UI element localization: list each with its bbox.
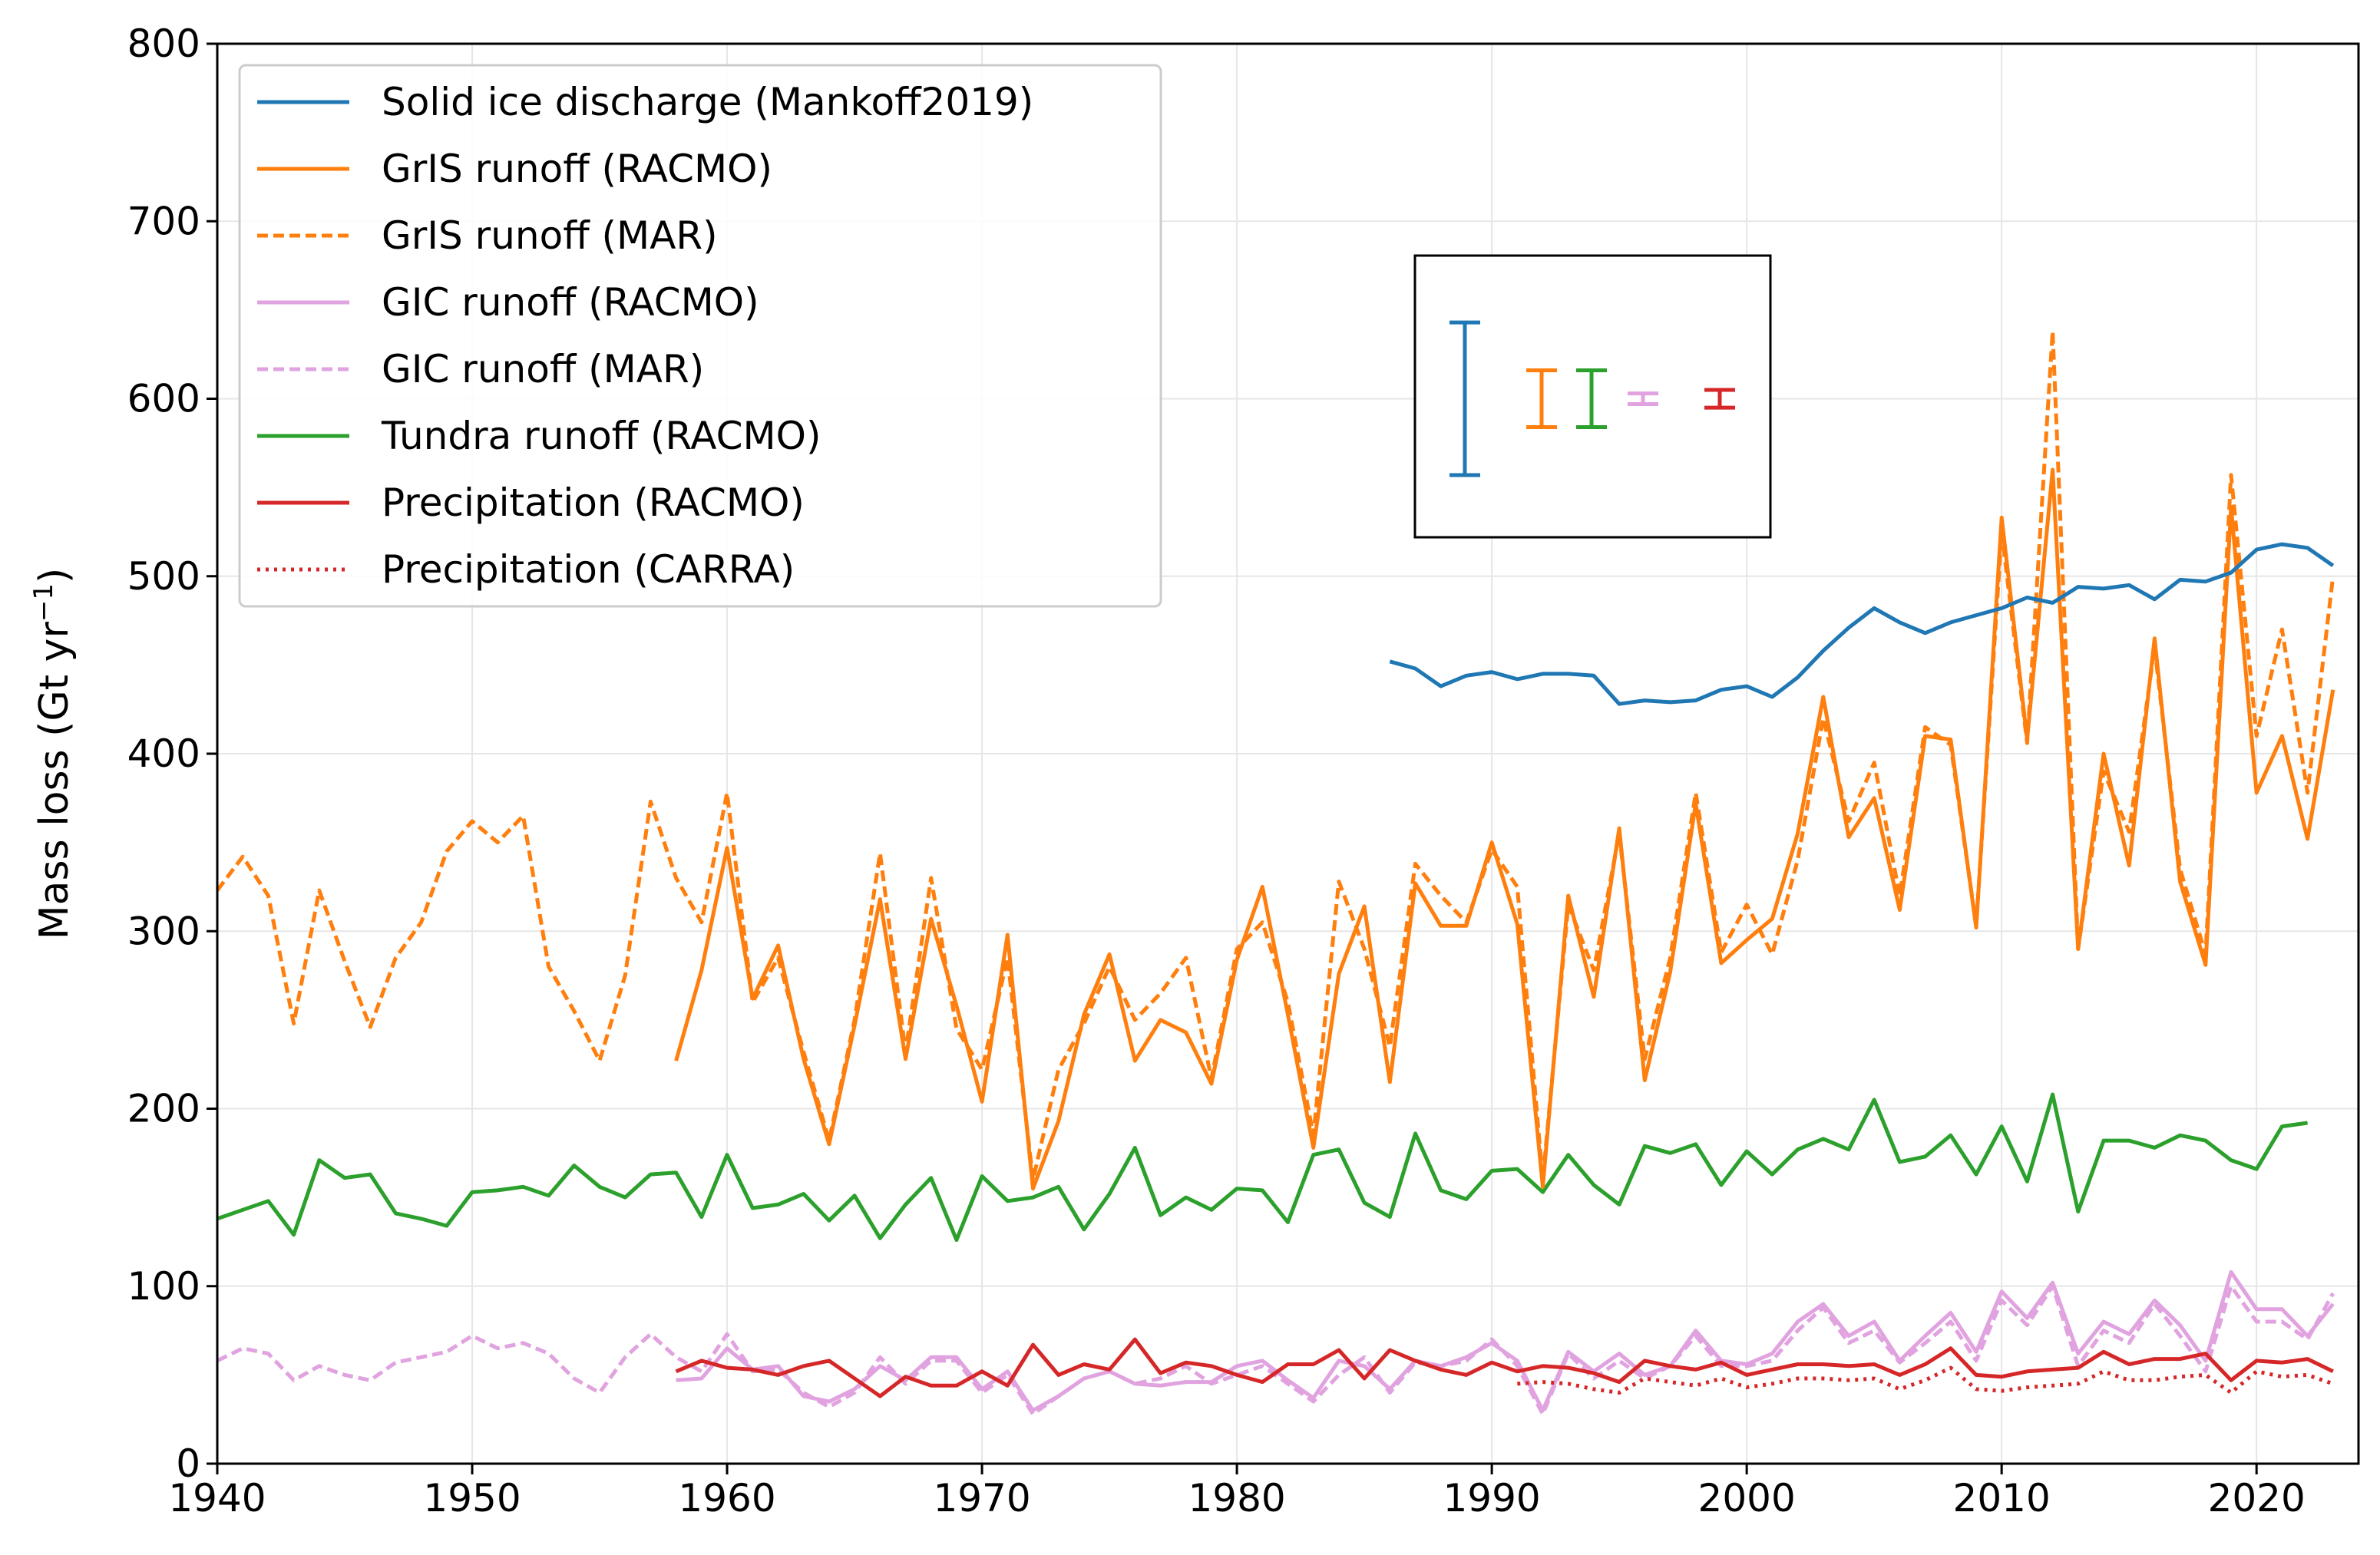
series-layer bbox=[216, 329, 2335, 1416]
y-tick-label: 600 bbox=[127, 377, 200, 421]
legend-label: Solid ice discharge (Mankoff2019) bbox=[382, 80, 1033, 124]
x-tick-label: 1990 bbox=[1443, 1476, 1540, 1520]
x-tick-label: 2020 bbox=[2208, 1476, 2306, 1520]
legend-label: GIC runoff (MAR) bbox=[382, 347, 704, 391]
legend: Solid ice discharge (Mankoff2019) GrIS ru… bbox=[238, 64, 1162, 608]
legend-label: Tundra runoff (RACMO) bbox=[381, 414, 821, 458]
legend-label: GIC runoff (RACMO) bbox=[382, 280, 759, 325]
x-tick-label: 1960 bbox=[678, 1476, 775, 1520]
y-axis-title: Mass loss (Gt yr−1) bbox=[28, 568, 78, 940]
x-tick-label: 1970 bbox=[933, 1476, 1030, 1520]
series-line-gris-runoff-mar bbox=[216, 329, 2335, 1182]
x-tick-label: 1940 bbox=[168, 1476, 266, 1520]
series-line-solid-ice-discharge-mankoff2019 bbox=[1389, 542, 2335, 706]
legend-label: Precipitation (CARRA) bbox=[382, 547, 795, 592]
series-line-gic-runoff-racmo bbox=[676, 1269, 2335, 1413]
x-tick-label: 2010 bbox=[1953, 1476, 2051, 1520]
axis-ticks: 1940 1950 1960 1970 1980 1990 2000 2010 2020 0 100… bbox=[127, 21, 2306, 1520]
y-tick-label: 500 bbox=[127, 554, 200, 599]
x-tick-label: 1950 bbox=[423, 1476, 521, 1520]
x-tick-label: 2000 bbox=[1698, 1476, 1796, 1520]
error-bar-inset bbox=[1413, 254, 1772, 539]
series-line-tundra-runoff-racmo bbox=[217, 1092, 2308, 1243]
series-line-gris-runoff-racmo bbox=[674, 467, 2335, 1191]
legend-label: GrIS runoff (MAR) bbox=[382, 213, 718, 258]
y-tick-label: 300 bbox=[127, 909, 200, 953]
y-tick-label: 0 bbox=[176, 1441, 200, 1486]
series-line-precipitation-racmo bbox=[675, 1337, 2334, 1398]
y-tick-label: 800 bbox=[127, 21, 200, 66]
y-tick-label: 400 bbox=[127, 731, 200, 776]
y-tick-label: 100 bbox=[127, 1264, 200, 1309]
legend-box bbox=[238, 64, 1162, 608]
x-tick-label: 1980 bbox=[1188, 1476, 1285, 1520]
y-tick-label: 700 bbox=[127, 199, 200, 243]
legend-label: Precipitation (RACMO) bbox=[382, 480, 805, 525]
y-tick-label: 200 bbox=[127, 1087, 200, 1131]
legend-label: GrIS runoff (RACMO) bbox=[382, 147, 772, 191]
